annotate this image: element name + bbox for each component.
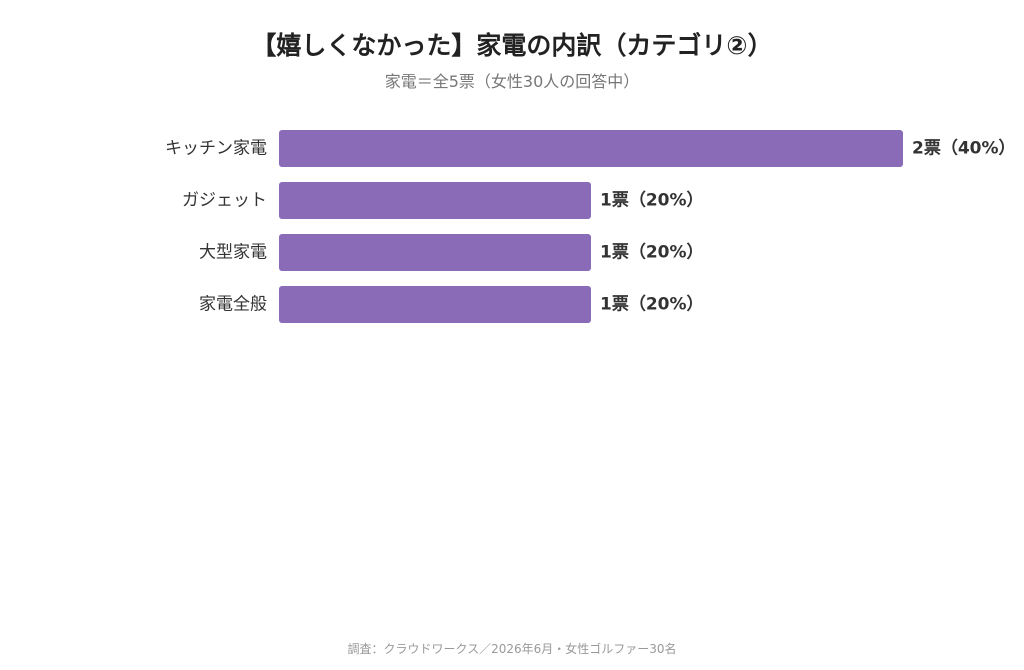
value-label-3: 1票（20%）: [600, 294, 704, 315]
bar-3: [279, 286, 591, 323]
bar-2: [279, 234, 591, 271]
bar-1: [279, 182, 591, 219]
category-label-1: ガジェット: [182, 191, 267, 211]
value-label-0: 2票（40%）: [912, 138, 1016, 159]
value-label-2: 1票（20%）: [600, 242, 704, 263]
category-label-0: キッチン家電: [165, 139, 267, 159]
category-label-2: 大型家電: [199, 243, 267, 263]
chart-title: 【嬉しくなかった】家電の内訳（カテゴリ②）: [251, 31, 773, 60]
value-label-1: 1票（20%）: [600, 190, 704, 211]
source-footer: 調査：クラウドワークス／2026年6月・女性ゴルファー30名: [347, 642, 677, 656]
chart-subtitle: 家電＝全5票（女性30人の回答中）: [384, 72, 640, 91]
bar-0: [279, 130, 903, 167]
category-label-3: 家電全般: [199, 295, 267, 315]
bar-chart: キッチン家電 2票（40%） ガジェット 1票（20%） 大型家電 1票（20%） 家電全般…: [165, 130, 1016, 323]
